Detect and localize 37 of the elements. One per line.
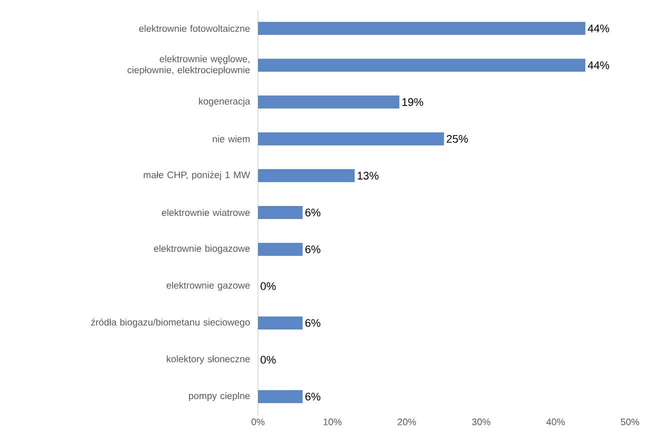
y-tick-label: nie wiem (212, 135, 250, 142)
y-tick-label: elektrownie biogazowe (154, 244, 250, 254)
bar (258, 206, 303, 220)
data-label: 6% (305, 245, 320, 254)
x-tick-label: 20% (398, 418, 416, 426)
x-tick-label: 40% (546, 418, 565, 426)
bar (258, 22, 586, 35)
data-label: 6% (305, 319, 320, 327)
y-tick-label: pompy cieplne (189, 392, 250, 402)
data-label: 0% (260, 356, 276, 364)
data-label: 0% (260, 282, 276, 290)
data-label: 6% (305, 208, 320, 216)
bar (258, 316, 303, 330)
data-label: 6% (305, 392, 320, 400)
data-label: 13% (358, 172, 379, 180)
y-tick-label: kogeneracja (199, 98, 250, 106)
x-tick-label: 30% (472, 418, 490, 426)
data-label: 25% (446, 134, 468, 143)
y-tick-label: elektrownie węglowe, ciepłownie, elektrociepłownie (128, 55, 250, 76)
x-tick-label: 0% (252, 418, 265, 426)
x-tick-label: 10% (324, 418, 342, 426)
data-label: 44% (588, 24, 610, 32)
data-label: 19% (402, 98, 424, 106)
y-tick-label: kolektory słoneczne (166, 355, 250, 364)
bar (258, 169, 355, 182)
bar (258, 132, 444, 146)
bar (258, 390, 303, 404)
bar (258, 58, 586, 72)
y-tick-label: małe CHP, poniżej 1 MW (144, 171, 250, 180)
y-tick-label: elektrownie gazowe (166, 282, 250, 291)
bar (258, 242, 303, 256)
y-tick-label: elektrownie fotowoltaiczne (139, 24, 250, 32)
x-tick-label: 50% (620, 418, 640, 426)
y-tick-label: źródła biogazu/biometanu sieciowego (91, 318, 250, 328)
y-tick-label: elektrownie wiatrowe (162, 209, 250, 216)
data-label: 44% (588, 61, 610, 70)
bar (258, 96, 400, 109)
